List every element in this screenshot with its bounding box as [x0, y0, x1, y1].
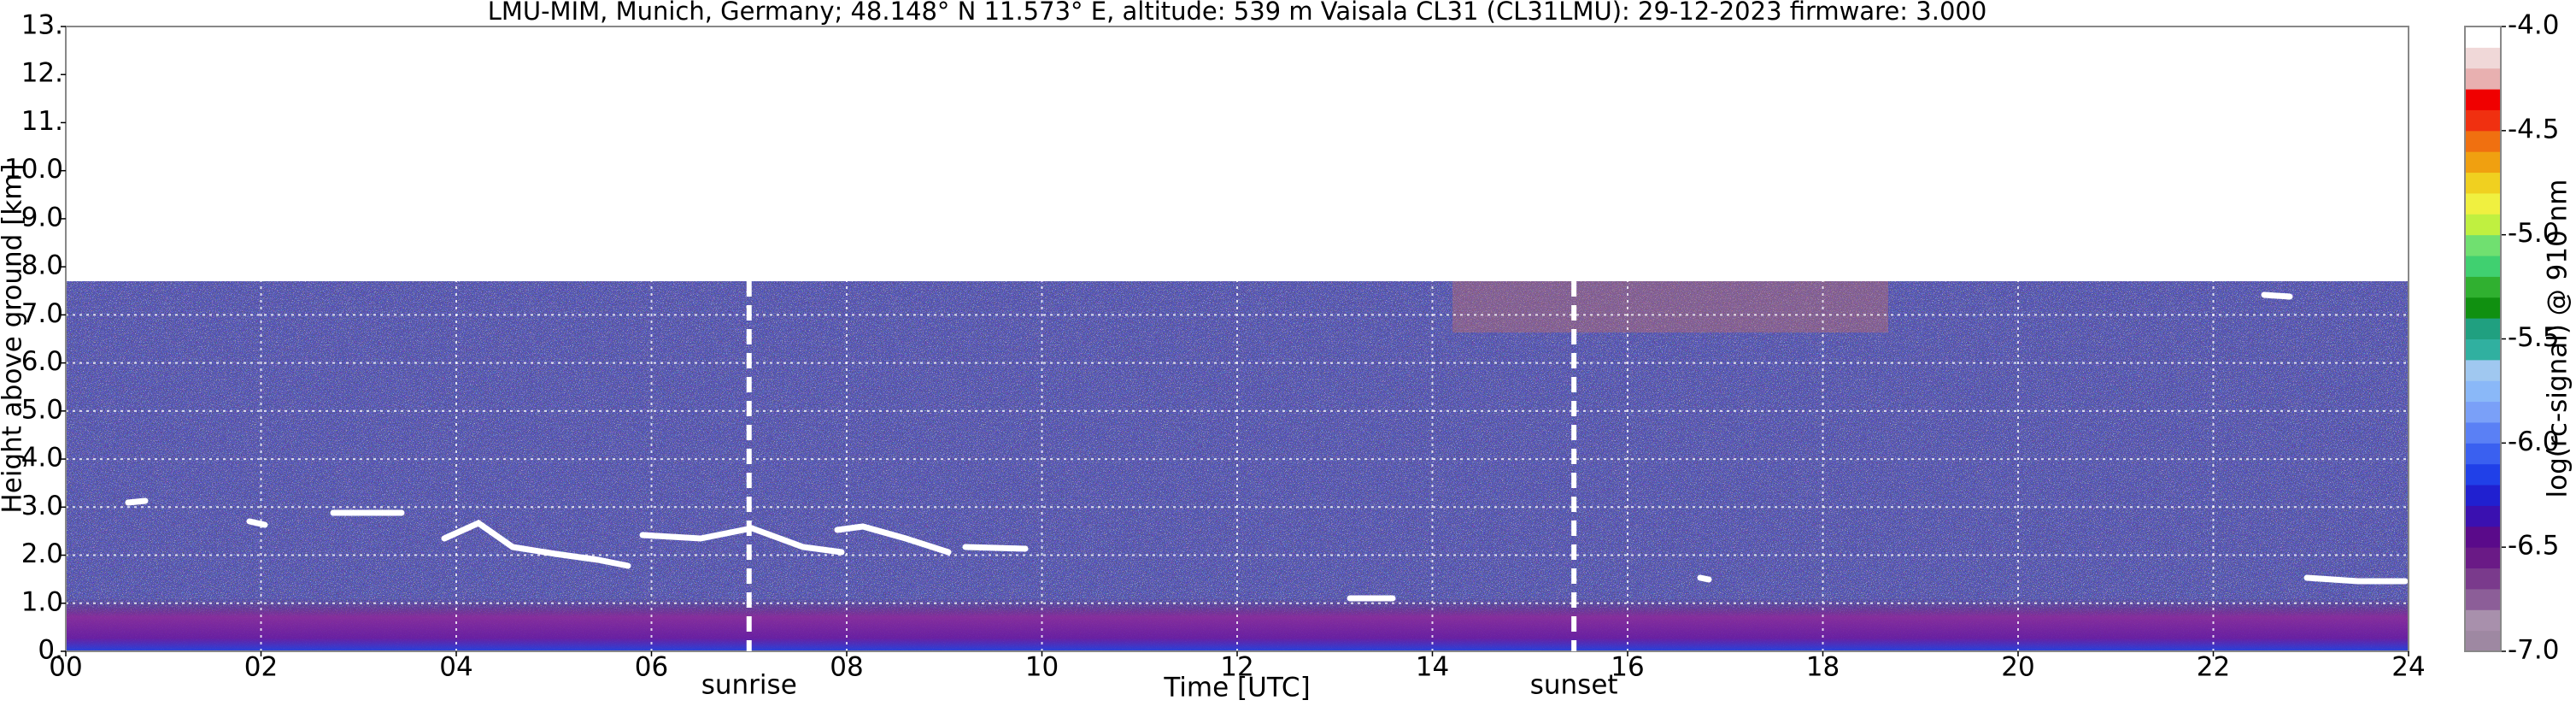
colorbar-bin	[2465, 568, 2501, 590]
x-tick-label: 08	[830, 652, 863, 683]
x-tick-label: 02	[244, 652, 278, 683]
x-tick-label: 14	[1416, 652, 1449, 683]
colorbar-label: log(rc-signal) @ 910 nm	[2543, 179, 2573, 497]
colorbar-bin	[2465, 547, 2501, 569]
x-axis-label: Time [UTC]	[1163, 673, 1310, 703]
x-tick-label: 10	[1025, 652, 1059, 683]
colorbar-bin	[2465, 256, 2501, 277]
colorbar-bin	[2465, 380, 2501, 403]
y-tick-label: 10.0	[4, 154, 63, 185]
y-tick-label: 6.0	[21, 346, 63, 377]
y-tick-label: 8.0	[21, 250, 63, 281]
colorbar-bin	[2465, 588, 2501, 610]
colorbar-bin	[2465, 505, 2501, 527]
x-tick-label: 16	[1611, 652, 1644, 683]
y-tick-label: 12.	[21, 58, 63, 89]
colorbar-tick-label: -6.0	[2508, 427, 2560, 457]
colorbar-bin	[2465, 89, 2501, 110]
colorbar-bin	[2465, 214, 2501, 236]
colorbar-bin	[2465, 401, 2501, 423]
y-tick-label: 4.0	[21, 443, 63, 474]
y-tick-label: 9.0	[21, 202, 63, 232]
x-tick-label: 00	[49, 652, 82, 683]
y-axis-label: Height above ground [km]	[0, 163, 28, 513]
colorbar-bin	[2465, 485, 2501, 506]
y-tick-label: 7.0	[21, 298, 63, 329]
x-tick-label: 20	[2001, 652, 2034, 683]
y-tick-label: 3.0	[21, 491, 63, 521]
colorbar-bin	[2465, 234, 2501, 256]
cirrus	[1452, 281, 1888, 332]
cloud-layers	[125, 291, 2409, 602]
y-tick-label: 13.	[21, 10, 63, 41]
y-tick-label: 11.	[21, 106, 63, 137]
y-tick-label: 1.0	[21, 586, 63, 617]
colorbar-tick-label: -5.5	[2508, 322, 2560, 353]
grid	[66, 26, 2409, 651]
colorbar-tick-label: -5.0	[2508, 218, 2560, 249]
annotation-label: sunrise	[701, 670, 797, 701]
colorbar-bin	[2465, 26, 2501, 48]
colorbar-bin	[2465, 609, 2501, 632]
colorbar-tick-label: -4.5	[2508, 114, 2560, 144]
colorbar-bin	[2465, 463, 2501, 485]
colorbar-bin	[2465, 526, 2501, 548]
colorbar-frame	[2464, 26, 2502, 652]
colorbar-tick-label: -4.0	[2508, 10, 2560, 41]
colorbar-bin	[2465, 192, 2501, 215]
chart-title: LMU-MIM, Munich, Germany; 48.148° N 11.5…	[488, 0, 1987, 26]
colorbar-bin	[2465, 443, 2501, 465]
y-tick-label: 2.0	[21, 538, 63, 569]
colorbar-bin	[2465, 68, 2501, 90]
colorbar-bin	[2465, 130, 2501, 152]
x-tick-label: 12	[1220, 652, 1253, 683]
x-tick-label: 06	[635, 652, 668, 683]
x-tick-label: 22	[2197, 652, 2230, 683]
x-tick-label: 18	[1806, 652, 1840, 683]
colorbar-bin	[2465, 172, 2501, 194]
colorbar-bin	[2465, 276, 2501, 298]
x-tick-label: 04	[439, 652, 472, 683]
colorbar-bin	[2465, 47, 2501, 69]
x-tick-label: 24	[2391, 652, 2425, 683]
colorbar-bin	[2465, 338, 2501, 361]
colorbar-bin	[2465, 109, 2501, 132]
y-tick-label: 5.0	[21, 394, 63, 425]
annotation-label: sunset	[1530, 670, 1618, 701]
colorbar-tick-label: -6.5	[2508, 531, 2560, 562]
colorbar-bin	[2465, 359, 2501, 381]
y-tick-label: 0.	[38, 635, 63, 666]
colorbar-bin	[2465, 297, 2501, 319]
colorbar-bin	[2465, 151, 2501, 174]
colorbar: -7.0 -6.5 -6.0 -5.5 -5.0 -4.5 -4.0	[2465, 10, 2560, 666]
colorbar-tick-label: -7.0	[2508, 635, 2560, 666]
colorbar-bin	[2465, 630, 2501, 652]
colorbar-bin	[2465, 421, 2501, 444]
colorbar-bin	[2465, 318, 2501, 339]
